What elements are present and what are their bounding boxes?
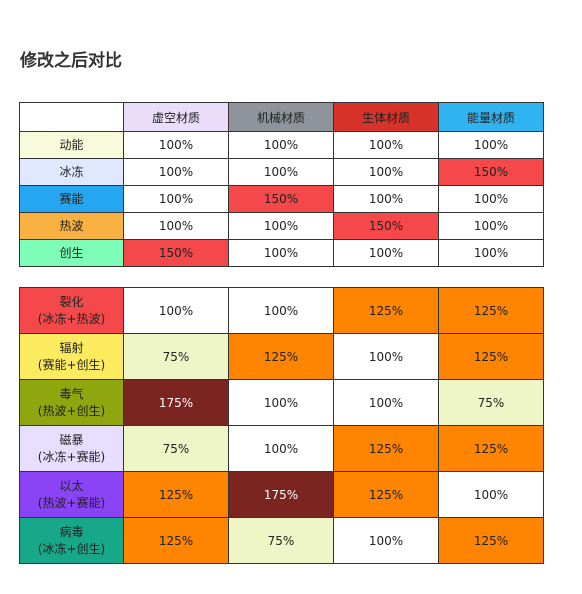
damage-type-label: 冰冻 (59, 164, 84, 179)
value-cell: 100% (438, 131, 544, 159)
table-row: 磁暴 (冰冻+赛能) 75% 100% 125% 125% (19, 425, 544, 472)
damage-type-label: 裂化 (59, 294, 84, 309)
value-cell: 100% (228, 212, 334, 240)
value-cell: 100% (438, 212, 544, 240)
value-cell: 100% (123, 185, 229, 213)
table-row: 裂化 (冰冻+热波) 100% 100% 125% 125% (19, 287, 544, 334)
value-cell: 125% (333, 425, 439, 472)
value-cell: 100% (333, 131, 439, 159)
value-cell: 100% (228, 239, 334, 267)
damage-type-label: 病毒 (59, 524, 84, 539)
damage-combo-label: (冰冻+赛能) (37, 449, 106, 464)
table-row: 动能 100% 100% 100% 100% (19, 131, 544, 159)
damage-combo-label: (冰冻+热波) (37, 311, 106, 326)
value-cell: 100% (333, 379, 439, 426)
value-cell: 100% (438, 185, 544, 213)
table-row: 病毒 (冰冻+创生) 125% 75% 100% 125% (19, 517, 544, 564)
header-row: 虚空材质 机械材质 生体材质 能量材质 (19, 102, 544, 132)
value-cell: 100% (333, 333, 439, 380)
value-cell: 125% (438, 287, 544, 334)
damage-type-label: 热波 (59, 218, 84, 233)
section-spacer (19, 266, 544, 288)
damage-combo-label: (热波+赛能) (37, 495, 106, 510)
page-title: 修改之后对比 (20, 51, 122, 71)
value-cell: 100% (228, 287, 334, 334)
value-cell: 100% (123, 287, 229, 334)
value-cell: 125% (438, 425, 544, 472)
value-cell: 100% (333, 239, 439, 267)
value-cell: 175% (123, 379, 229, 426)
damage-combo-label: (热波+创生) (37, 403, 106, 418)
spacer-cell (438, 266, 544, 288)
table-row: 冰冻 100% 100% 100% 150% (19, 158, 544, 186)
value-cell: 100% (123, 131, 229, 159)
damage-type-label: 赛能 (59, 191, 84, 206)
value-cell: 100% (333, 185, 439, 213)
table-row: 以太 (热波+赛能) 125% 175% 125% 100% (19, 471, 544, 518)
value-cell: 100% (228, 379, 334, 426)
value-cell: 100% (123, 158, 229, 186)
row-label: 裂化 (冰冻+热波) (19, 287, 124, 334)
table-row: 赛能 100% 150% 100% 100% (19, 185, 544, 213)
value-cell: 75% (228, 517, 334, 564)
value-cell: 175% (228, 471, 334, 518)
spacer-cell (123, 266, 229, 288)
value-cell: 75% (123, 333, 229, 380)
value-cell: 100% (333, 517, 439, 564)
table-row: 热波 100% 100% 150% 100% (19, 212, 544, 240)
comparison-table: 虚空材质 机械材质 生体材质 能量材质 动能 100% 100% 100% 100% 冰冻… (19, 102, 544, 564)
column-header-void: 虚空材质 (123, 102, 229, 132)
damage-type-label: 磁暴 (59, 432, 84, 447)
table-row: 辐射 (赛能+创生) 75% 125% 100% 125% (19, 333, 544, 380)
value-cell: 125% (438, 333, 544, 380)
value-cell: 100% (228, 425, 334, 472)
damage-type-label: 以太 (59, 478, 84, 493)
damage-combo-label: (冰冻+创生) (37, 541, 106, 556)
value-cell: 125% (228, 333, 334, 380)
spacer-cell (228, 266, 334, 288)
row-label: 辐射 (赛能+创生) (19, 333, 124, 380)
column-header-energy: 能量材质 (438, 102, 544, 132)
value-cell: 100% (333, 158, 439, 186)
row-label: 热波 (19, 212, 124, 240)
damage-type-label: 辐射 (59, 340, 84, 355)
row-label: 毒气 (热波+创生) (19, 379, 124, 426)
value-cell: 150% (123, 239, 229, 267)
value-cell: 100% (123, 212, 229, 240)
value-cell: 100% (438, 239, 544, 267)
spacer-cell (333, 266, 439, 288)
value-cell: 100% (228, 131, 334, 159)
damage-type-label: 毒气 (59, 386, 84, 401)
row-label: 磁暴 (冰冻+赛能) (19, 425, 124, 472)
value-cell: 100% (228, 158, 334, 186)
table-row: 毒气 (热波+创生) 175% 100% 100% 75% (19, 379, 544, 426)
value-cell: 150% (333, 212, 439, 240)
damage-combo-label: (赛能+创生) (37, 357, 106, 372)
table-row: 创生 150% 100% 100% 100% (19, 239, 544, 267)
damage-type-label: 动能 (59, 137, 84, 152)
value-cell: 125% (123, 471, 229, 518)
value-cell: 100% (438, 471, 544, 518)
value-cell: 125% (333, 471, 439, 518)
row-label: 病毒 (冰冻+创生) (19, 517, 124, 564)
value-cell: 125% (333, 287, 439, 334)
value-cell: 150% (438, 158, 544, 186)
row-label: 以太 (热波+赛能) (19, 471, 124, 518)
row-label: 冰冻 (19, 158, 124, 186)
column-header-mechanical: 机械材质 (228, 102, 334, 132)
value-cell: 75% (123, 425, 229, 472)
value-cell: 150% (228, 185, 334, 213)
value-cell: 75% (438, 379, 544, 426)
column-header-bio: 生体材质 (333, 102, 439, 132)
corner-cell (19, 102, 124, 132)
value-cell: 125% (438, 517, 544, 564)
spacer-cell (19, 266, 124, 288)
value-cell: 125% (123, 517, 229, 564)
row-label: 创生 (19, 239, 124, 267)
row-label: 动能 (19, 131, 124, 159)
damage-type-label: 创生 (59, 245, 84, 260)
row-label: 赛能 (19, 185, 124, 213)
